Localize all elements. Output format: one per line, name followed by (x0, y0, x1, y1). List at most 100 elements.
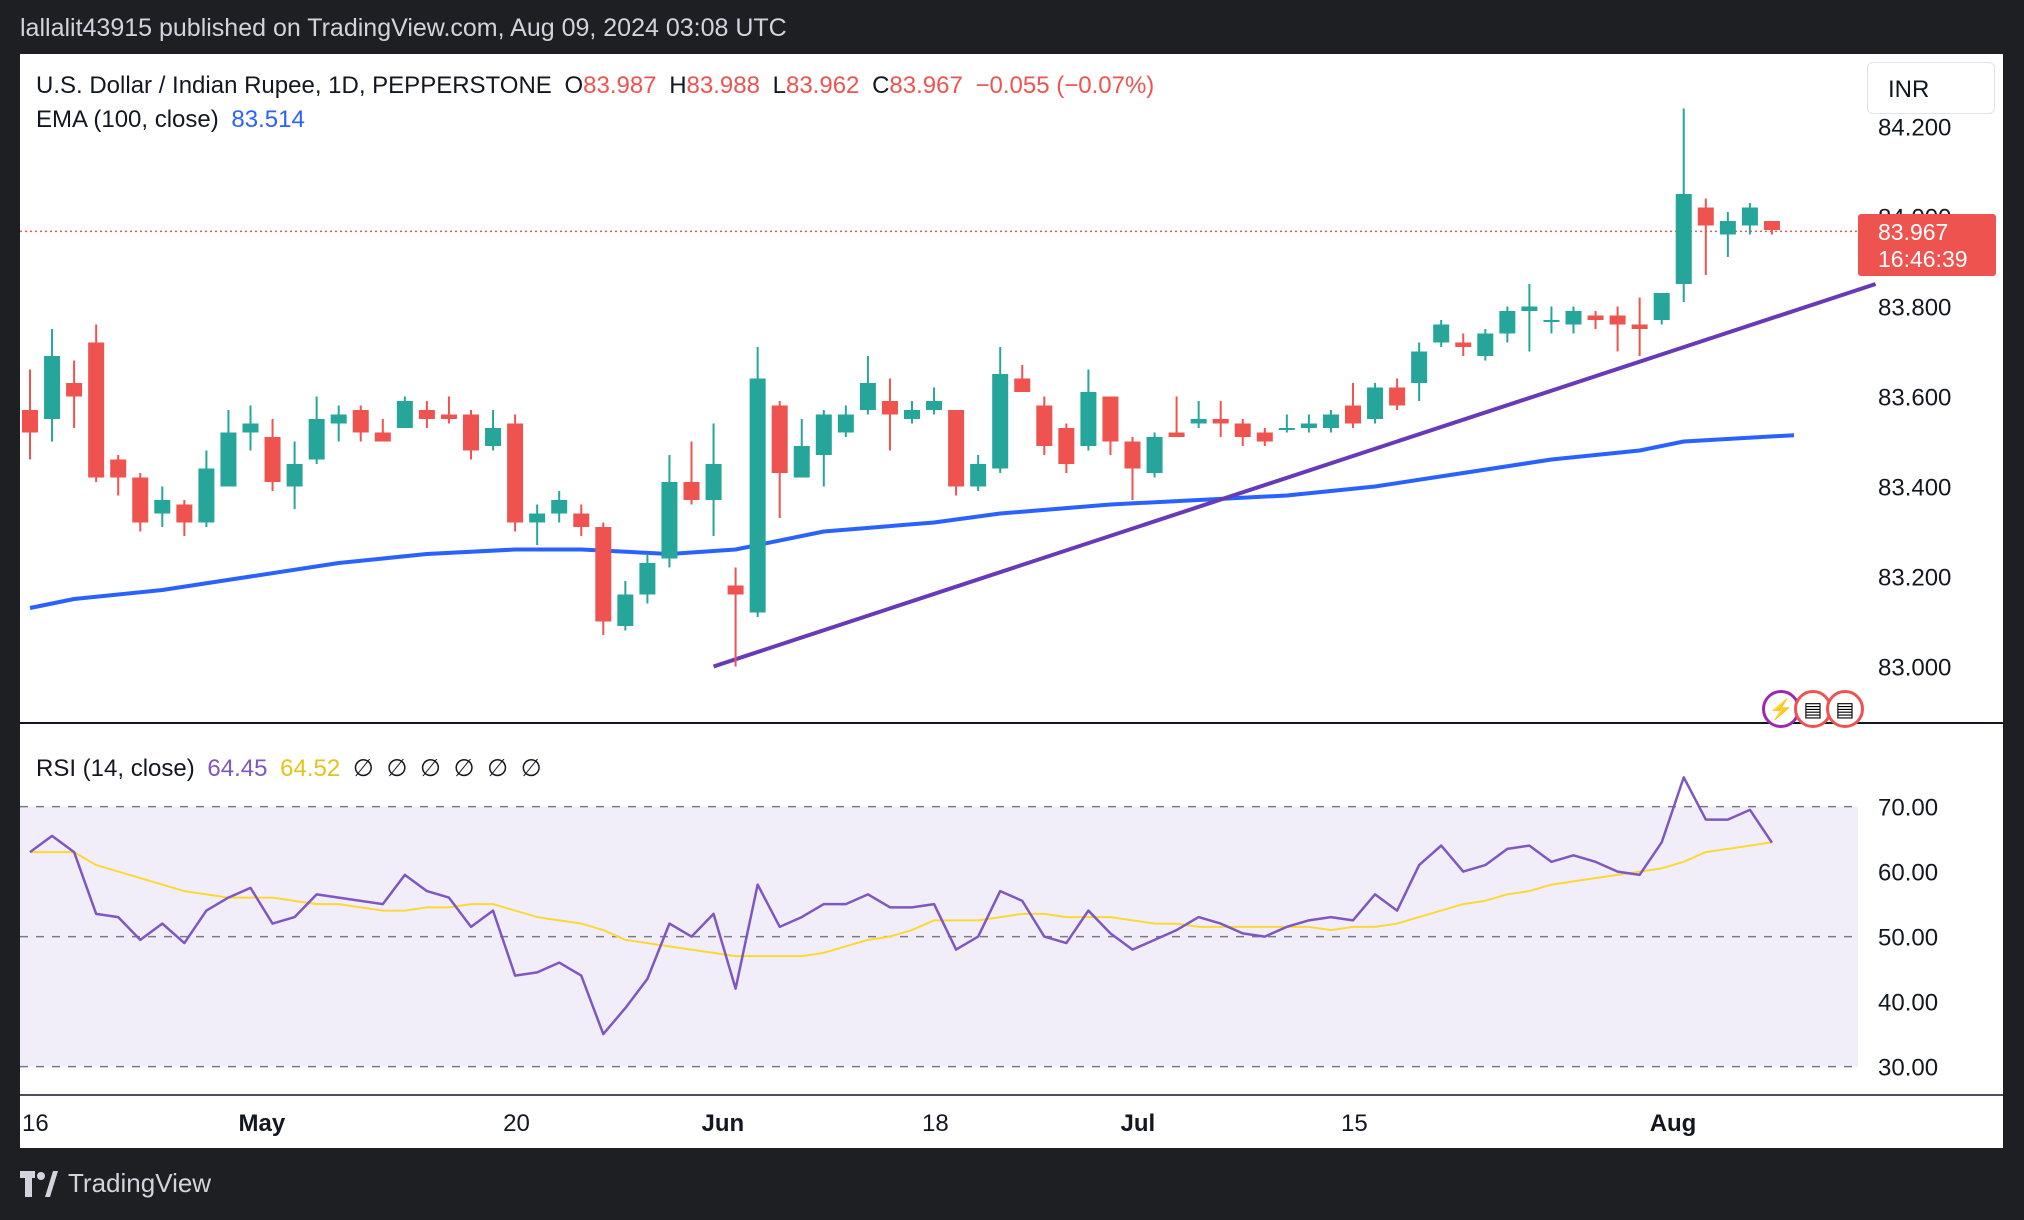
candle-body[interactable] (881, 401, 898, 415)
candle-body[interactable] (1014, 378, 1031, 393)
candle-body[interactable] (1609, 315, 1626, 325)
candle-body[interactable] (1300, 423, 1317, 429)
candle-body[interactable] (683, 482, 700, 500)
chart-frame[interactable]: 84.20083.80083.60083.40083.20083.00084.0… (20, 54, 2003, 1148)
candle-body[interactable] (793, 446, 810, 478)
candle-body[interactable] (1256, 432, 1273, 442)
candle-body[interactable] (1521, 306, 1538, 312)
candle-body[interactable] (374, 432, 391, 442)
lightning-icon[interactable]: ⚡ (1762, 690, 1800, 728)
candle-body[interactable] (264, 437, 281, 482)
candle-body[interactable] (352, 410, 369, 433)
candle-body[interactable] (1322, 414, 1339, 429)
candle-body[interactable] (1389, 387, 1406, 406)
candle-body[interactable] (1190, 419, 1207, 424)
empty-marker: ∅ (352, 755, 374, 782)
candle-body[interactable] (463, 414, 479, 451)
support-trendline[interactable] (712, 282, 1877, 669)
candle-body[interactable] (1345, 405, 1361, 424)
candle-body[interactable] (529, 513, 546, 523)
candle-body[interactable] (154, 500, 171, 514)
candle-body[interactable] (1499, 311, 1516, 334)
candle-body[interactable] (22, 410, 38, 433)
candle-body[interactable] (1565, 311, 1582, 325)
candle-body[interactable] (1653, 293, 1670, 320)
candle-body[interactable] (1587, 315, 1604, 321)
candle-body[interactable] (1278, 428, 1295, 430)
candle-body[interactable] (1124, 441, 1141, 469)
candle-body[interactable] (926, 401, 943, 410)
candle-body[interactable] (220, 432, 237, 487)
rsi-label[interactable]: RSI (14, close) (36, 755, 195, 782)
candle-body[interactable] (551, 500, 568, 514)
candle-body[interactable] (815, 414, 832, 456)
candle-body[interactable] (242, 423, 259, 433)
symbol-title[interactable]: U.S. Dollar / Indian Rupee, 1D, PEPPERST… (36, 72, 552, 99)
candle-body[interactable] (418, 410, 435, 419)
close-label: C (872, 72, 890, 99)
candle-body[interactable] (308, 419, 325, 460)
candle-body[interactable] (1168, 432, 1185, 438)
candle-body[interactable] (1146, 437, 1163, 473)
candle-body[interactable] (771, 405, 788, 474)
candle-body[interactable] (904, 410, 920, 419)
candle-body[interactable] (440, 414, 457, 420)
candle-body[interactable] (44, 356, 61, 419)
empty-marker: ∅ (520, 755, 542, 782)
candle-body[interactable] (1697, 207, 1714, 226)
candle-body[interactable] (573, 513, 590, 528)
candle-body[interactable] (595, 527, 612, 622)
candle-body[interactable] (507, 423, 524, 523)
candle-body[interactable] (1455, 342, 1472, 348)
ema-label[interactable]: EMA (100, close) (36, 106, 219, 133)
event-markers[interactable]: ⚡ ▤ ▤ (1762, 690, 1864, 728)
candle-body[interactable] (948, 410, 965, 487)
candle-body[interactable] (705, 464, 722, 500)
candle-body[interactable] (661, 482, 678, 559)
candle-body[interactable] (176, 504, 193, 523)
candle-body[interactable] (66, 383, 83, 397)
candle-body[interactable] (617, 594, 634, 627)
candle-body[interactable] (970, 464, 987, 487)
candle-body[interactable] (1080, 392, 1097, 446)
candle-body[interactable] (1543, 320, 1560, 322)
candle-body[interactable] (88, 342, 105, 478)
rsi-line[interactable] (29, 776, 1773, 1036)
candle-body[interactable] (837, 414, 854, 433)
candle-body[interactable] (1675, 194, 1692, 284)
close-value: 83.967 (889, 72, 963, 99)
candle-body[interactable] (1631, 324, 1648, 330)
candle-body[interactable] (132, 477, 149, 523)
candle-body[interactable] (330, 414, 347, 424)
candle-body[interactable] (1234, 423, 1251, 438)
rsi-ma-value: 64.52 (280, 755, 341, 782)
candle-body[interactable] (1719, 221, 1736, 235)
currency-selector[interactable]: INR (1867, 62, 1995, 114)
candle-body[interactable] (396, 401, 413, 428)
candle-body[interactable] (286, 464, 303, 487)
candle-body[interactable] (639, 563, 656, 595)
candle-body[interactable] (110, 459, 127, 478)
chart-canvas[interactable]: 84.20083.80083.60083.40083.20083.00084.0… (20, 54, 2003, 1148)
candle-body[interactable] (1036, 405, 1053, 447)
candle-body[interactable] (1411, 351, 1428, 384)
candle-body[interactable] (859, 383, 876, 410)
candle-body[interactable] (198, 468, 215, 523)
candle-body[interactable] (1433, 324, 1450, 343)
candle-body[interactable] (992, 374, 1009, 469)
candle-body[interactable] (1058, 428, 1075, 464)
rsi-ma-line[interactable] (30, 841, 1773, 958)
candle-body[interactable] (1102, 396, 1119, 442)
candle-body[interactable] (1212, 419, 1229, 424)
candle-body[interactable] (1741, 207, 1758, 226)
candle-body[interactable] (1367, 387, 1384, 420)
candle-body[interactable] (1477, 333, 1494, 357)
bar-countdown: 16:46:39 (1878, 246, 1968, 272)
candle-body[interactable] (727, 585, 744, 595)
candle-body[interactable] (749, 378, 766, 613)
candle-body[interactable] (485, 428, 502, 446)
tradingview-brand[interactable]: TradingView (20, 1168, 211, 1199)
ema-100-line[interactable] (29, 433, 1795, 610)
us-flag-icon[interactable]: ▤ (1826, 690, 1864, 728)
candle-body[interactable] (1763, 221, 1780, 230)
